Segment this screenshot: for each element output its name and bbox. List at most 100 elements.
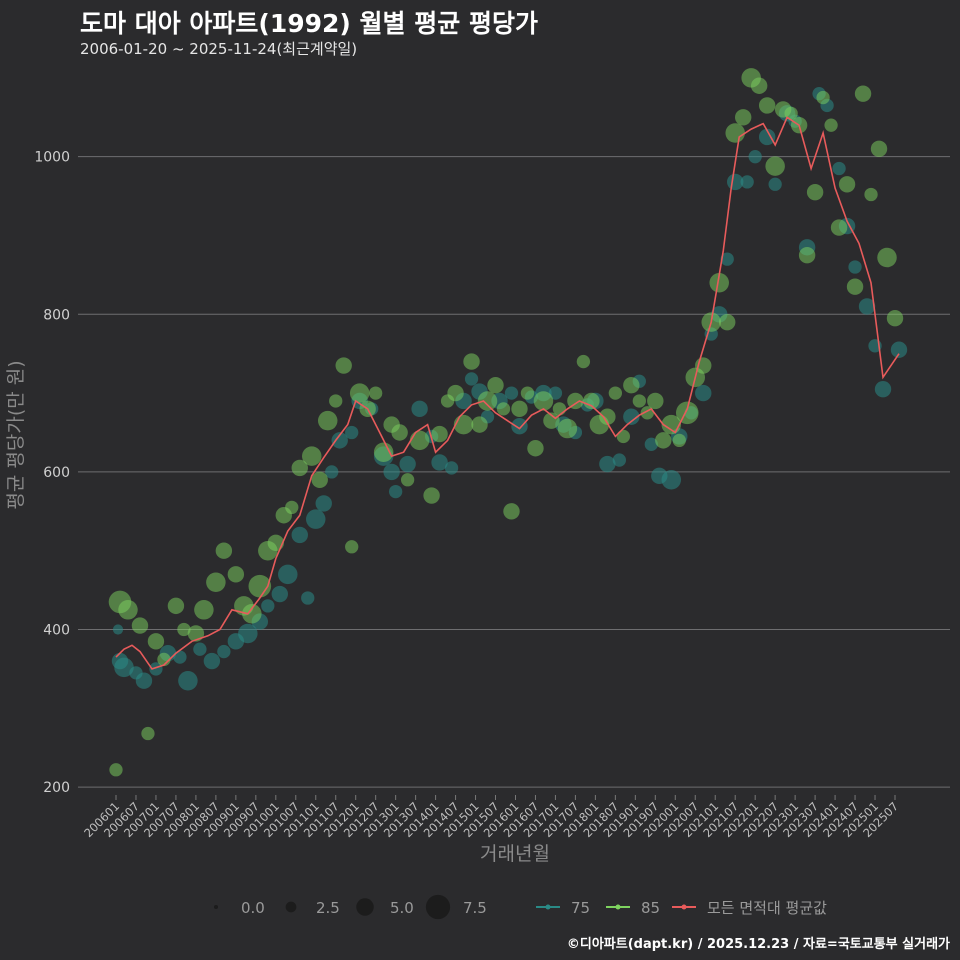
point-85 bbox=[187, 625, 205, 642]
point-75 bbox=[758, 128, 776, 146]
point-75 bbox=[217, 644, 231, 659]
size-legend-label: 2.5 bbox=[316, 899, 340, 917]
point-85 bbox=[503, 503, 520, 520]
point-75 bbox=[874, 380, 892, 398]
point-75 bbox=[720, 252, 734, 266]
point-85 bbox=[141, 726, 155, 741]
point-85 bbox=[301, 446, 322, 466]
point-85 bbox=[672, 433, 686, 448]
series-legend-label: 모든 면적대 평균값 bbox=[707, 899, 827, 917]
point-75 bbox=[278, 564, 298, 585]
point-85 bbox=[349, 383, 370, 403]
point-85 bbox=[623, 377, 640, 394]
y-tick-label: 400 bbox=[43, 623, 70, 639]
point-75 bbox=[301, 591, 315, 605]
point-75 bbox=[848, 260, 862, 274]
average-line-group bbox=[115, 116, 900, 670]
y-tick-label: 600 bbox=[43, 465, 70, 481]
point-85 bbox=[552, 402, 567, 416]
point-85 bbox=[824, 118, 838, 132]
point-85 bbox=[750, 77, 768, 94]
point-85 bbox=[409, 430, 430, 451]
point-85 bbox=[329, 394, 343, 408]
point-85 bbox=[345, 540, 359, 554]
series-legend-dot bbox=[681, 904, 687, 910]
point-85 bbox=[846, 278, 864, 295]
point-85 bbox=[118, 600, 138, 620]
y-tick-label: 200 bbox=[43, 780, 70, 796]
point-75 bbox=[388, 484, 403, 499]
point-85 bbox=[431, 425, 448, 443]
point-75 bbox=[511, 417, 528, 435]
size-legend-key bbox=[425, 894, 451, 920]
footer-credit: ©디아파트(dapt.kr) / 2025.12.23 / 자료=국토교통부 실… bbox=[566, 937, 950, 952]
point-85 bbox=[369, 386, 383, 400]
series-legend-dot bbox=[545, 904, 551, 910]
point-75 bbox=[383, 463, 400, 481]
chart-subtitle: 2006-01-20 ~ 2025-11-24(최근계약일) bbox=[80, 40, 358, 58]
legend: 0.0 2.5 5.0 7.5 75 85 모든 면적대 평균값 bbox=[214, 894, 827, 920]
point-75 bbox=[178, 670, 198, 691]
point-75 bbox=[431, 454, 448, 471]
size-legend-label: 5.0 bbox=[390, 899, 414, 917]
point-85 bbox=[557, 418, 578, 439]
point-85 bbox=[719, 313, 736, 331]
point-75 bbox=[832, 161, 846, 176]
point-85 bbox=[477, 391, 498, 411]
point-75 bbox=[325, 465, 339, 479]
point-85 bbox=[453, 414, 474, 435]
point-75 bbox=[203, 652, 221, 670]
point-85 bbox=[798, 246, 816, 264]
point-75 bbox=[193, 642, 207, 656]
point-85 bbox=[838, 176, 856, 193]
point-85 bbox=[391, 424, 408, 441]
point-85 bbox=[567, 392, 584, 410]
point-85 bbox=[206, 572, 226, 592]
grid-lines bbox=[78, 156, 950, 788]
point-85 bbox=[423, 487, 440, 504]
point-75 bbox=[661, 470, 682, 490]
x-axis-ticks: 2006012006072007012007072008012008072009… bbox=[81, 795, 901, 840]
y-tick-label: 1000 bbox=[34, 150, 70, 166]
point-85 bbox=[447, 384, 464, 402]
point-85 bbox=[227, 566, 245, 583]
point-85 bbox=[291, 459, 308, 477]
point-85 bbox=[608, 386, 623, 400]
point-85 bbox=[177, 622, 191, 637]
point-85 bbox=[830, 219, 848, 236]
point-85 bbox=[886, 310, 904, 327]
point-85 bbox=[463, 353, 480, 370]
point-85 bbox=[616, 429, 630, 444]
point-85 bbox=[870, 140, 888, 158]
point-85 bbox=[806, 183, 824, 201]
point-75 bbox=[444, 461, 459, 475]
series-legend-label: 85 bbox=[641, 899, 660, 917]
point-85 bbox=[765, 156, 785, 176]
size-legend-key bbox=[285, 901, 297, 913]
point-85 bbox=[533, 391, 554, 411]
point-75 bbox=[623, 408, 640, 425]
point-85 bbox=[400, 473, 415, 487]
point-85 bbox=[632, 394, 646, 408]
chart-title: 도마 대아 아파트(1992) 월별 평균 평당가 bbox=[80, 9, 538, 38]
point-75 bbox=[464, 372, 479, 386]
point-75 bbox=[305, 509, 326, 529]
point-75 bbox=[504, 386, 519, 400]
point-85 bbox=[583, 392, 600, 410]
y-tick-label: 800 bbox=[43, 307, 70, 323]
size-legend-key bbox=[214, 905, 218, 909]
point-85 bbox=[854, 85, 872, 102]
point-85 bbox=[215, 542, 233, 559]
point-85 bbox=[877, 247, 897, 268]
point-85 bbox=[496, 402, 511, 416]
point-75 bbox=[135, 672, 153, 689]
point-85 bbox=[520, 386, 535, 400]
point-75 bbox=[149, 662, 163, 676]
point-75 bbox=[740, 175, 754, 189]
point-75 bbox=[173, 650, 187, 664]
point-85 bbox=[709, 273, 729, 293]
point-85 bbox=[543, 412, 560, 429]
point-75 bbox=[644, 437, 658, 451]
point-75 bbox=[548, 386, 563, 400]
point-85 bbox=[487, 377, 504, 394]
